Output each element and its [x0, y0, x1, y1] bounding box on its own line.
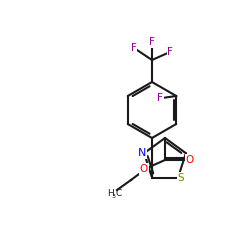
- Text: C: C: [116, 190, 122, 198]
- Text: O: O: [186, 155, 194, 165]
- Text: F: F: [149, 37, 155, 47]
- Text: S: S: [178, 173, 184, 183]
- Text: F: F: [131, 43, 137, 53]
- Text: N: N: [138, 148, 146, 158]
- Text: 3: 3: [112, 194, 116, 198]
- Text: F: F: [157, 93, 163, 103]
- Text: O: O: [140, 164, 148, 174]
- Text: H: H: [108, 190, 114, 198]
- Text: F: F: [167, 47, 173, 57]
